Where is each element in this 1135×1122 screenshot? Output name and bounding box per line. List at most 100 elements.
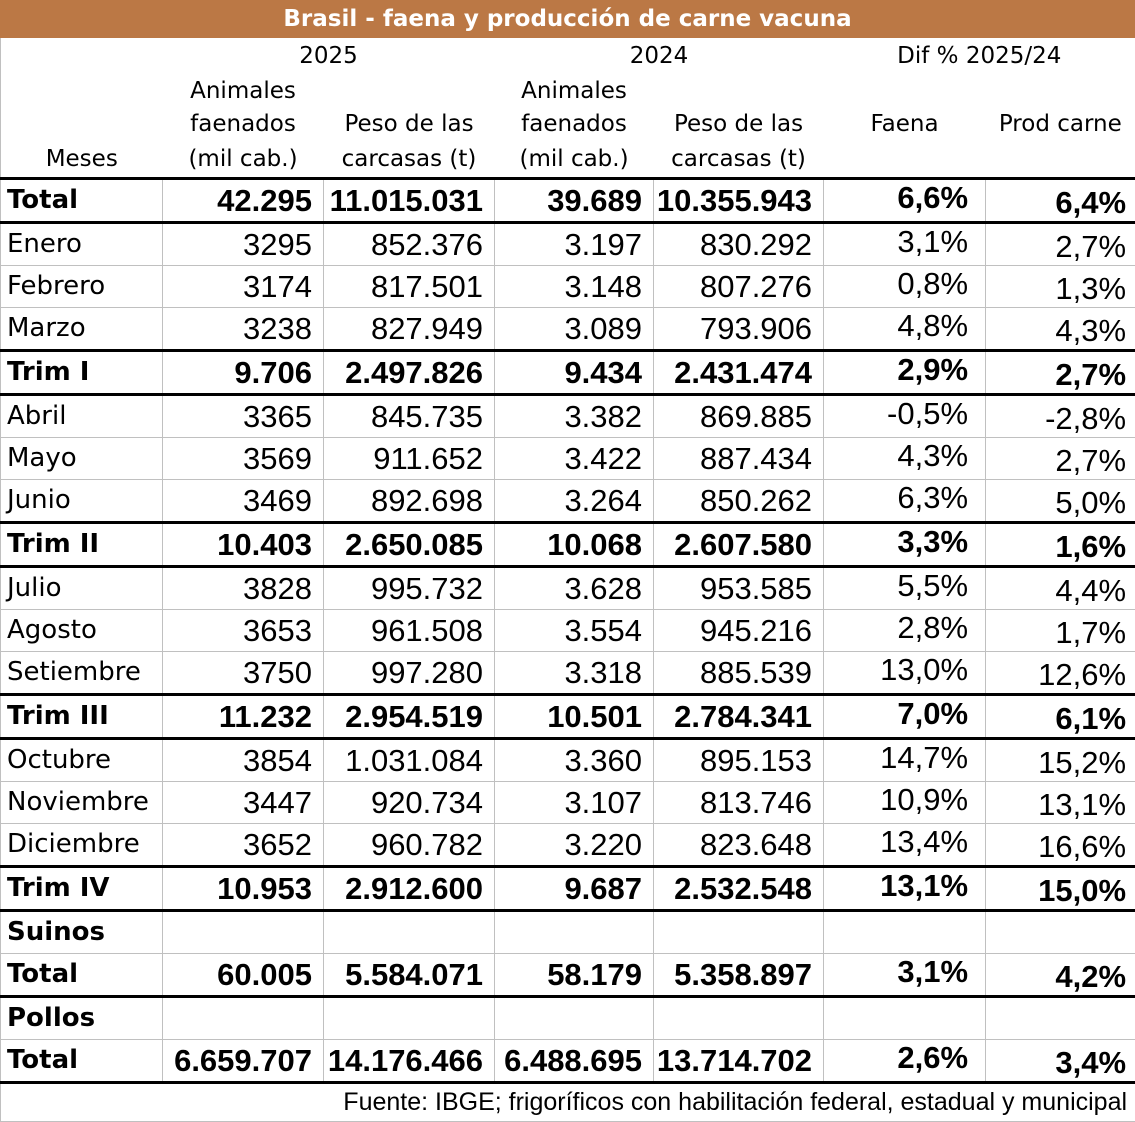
group-header-2025: 2025 — [163, 38, 495, 76]
cell-dif-faena: 13,1% — [824, 866, 986, 910]
cell-2025-animales: 3652 — [163, 823, 324, 866]
row-label-cell: Diciembre — [1, 823, 163, 866]
cell-2025-animales: 3750 — [163, 651, 324, 694]
cell-2024-peso: 2.431.474 — [654, 350, 824, 394]
cell-2025-animales: 3828 — [163, 566, 324, 609]
cell-2024-peso: 793.906 — [654, 307, 824, 350]
header-faenados-2024: faenados — [495, 108, 654, 142]
table-row: Febrero 3174 817.501 3.148 807.276 0,8% … — [1, 265, 1135, 307]
header-peso-2024: Peso de las — [654, 108, 824, 142]
cell-2025-peso: 852.376 — [324, 222, 495, 265]
row-label-cell: Trim I — [1, 350, 163, 394]
cell-dif-prod: 1,7% — [986, 609, 1135, 651]
cell-2024-peso: 13.714.702 — [654, 1039, 824, 1082]
cell-dif-faena: 2,6% — [824, 1039, 986, 1082]
table-row: Abril 3365 845.735 3.382 869.885 -0,5% -… — [1, 394, 1135, 437]
cell-2025-peso: 920.734 — [324, 781, 495, 823]
cell-2024-peso: 850.262 — [654, 479, 824, 522]
cell-dif-prod: 1,6% — [986, 522, 1135, 566]
cell-2025-animales: 3174 — [163, 265, 324, 307]
cell-2024-animales: 3.089 — [495, 307, 654, 350]
cell-2025-animales — [163, 996, 324, 1039]
table-row: Trim I 9.706 2.497.826 9.434 2.431.474 2… — [1, 350, 1135, 394]
cell-2024-peso: 823.648 — [654, 823, 824, 866]
row-label-cell: Trim III — [1, 694, 163, 738]
cell-2024-peso: 5.358.897 — [654, 953, 824, 996]
cell-dif-prod: 13,1% — [986, 781, 1135, 823]
row-label-cell: Abril — [1, 394, 163, 437]
cell-dif-faena: 13,0% — [824, 651, 986, 694]
table-row: Octubre 3854 1.031.084 3.360 895.153 14,… — [1, 738, 1135, 781]
row-label-cell: Febrero — [1, 265, 163, 307]
header-spacer — [324, 76, 495, 108]
table-row: Junio 3469 892.698 3.264 850.262 6,3% 5,… — [1, 479, 1135, 522]
row-label-cell: Noviembre — [1, 781, 163, 823]
table-row: Marzo 3238 827.949 3.089 793.906 4,8% 4,… — [1, 307, 1135, 350]
cell-2025-animales: 9.706 — [163, 350, 324, 394]
table-row: Suinos — [1, 910, 1135, 953]
header-faenados-2025: faenados — [163, 108, 324, 142]
cell-2025-animales: 42.295 — [163, 178, 324, 222]
cell-2024-animales: 3.148 — [495, 265, 654, 307]
row-label-cell: Enero — [1, 222, 163, 265]
cell-2024-animales: 58.179 — [495, 953, 654, 996]
cell-2024-peso — [654, 996, 824, 1039]
cell-dif-prod — [986, 910, 1135, 953]
cell-dif-prod: 1,3% — [986, 265, 1135, 307]
cell-dif-faena: 10,9% — [824, 781, 986, 823]
cell-dif-faena: 3,3% — [824, 522, 986, 566]
cell-2024-peso: 2.532.548 — [654, 866, 824, 910]
header-spacer — [824, 76, 986, 108]
subheader-row-2: faenados Peso de las faenados Peso de la… — [1, 108, 1135, 142]
cell-dif-faena: 3,1% — [824, 953, 986, 996]
cell-2024-peso: 813.746 — [654, 781, 824, 823]
header-spacer — [654, 76, 824, 108]
header-milcab-2024: (mil cab.) — [495, 142, 654, 178]
cell-2024-animales: 9.687 — [495, 866, 654, 910]
cell-2025-peso: 14.176.466 — [324, 1039, 495, 1082]
cell-dif-prod: 2,7% — [986, 437, 1135, 479]
cell-2025-peso: 997.280 — [324, 651, 495, 694]
table-footer: Fuente: IBGE; frigoríficos con habilitac… — [1, 1082, 1135, 1121]
cell-dif-prod: 5,0% — [986, 479, 1135, 522]
row-label-cell: Suinos — [1, 910, 163, 953]
cell-2025-peso: 892.698 — [324, 479, 495, 522]
report-title-bar: Brasil - faena y producción de carne vac… — [0, 0, 1135, 38]
cell-dif-prod: 4,3% — [986, 307, 1135, 350]
cell-2024-peso: 895.153 — [654, 738, 824, 781]
cell-dif-faena: 6,3% — [824, 479, 986, 522]
cell-dif-faena: 4,3% — [824, 437, 986, 479]
table-row: Total 42.295 11.015.031 39.689 10.355.94… — [1, 178, 1135, 222]
row-label-cell: Total — [1, 1039, 163, 1082]
cell-2025-peso — [324, 996, 495, 1039]
cell-2025-peso: 845.735 — [324, 394, 495, 437]
cell-2025-peso: 995.732 — [324, 566, 495, 609]
cell-2024-animales: 3.318 — [495, 651, 654, 694]
table-row: Total 60.005 5.584.071 58.179 5.358.897 … — [1, 953, 1135, 996]
header-spacer — [986, 76, 1135, 108]
cell-2025-peso: 2.497.826 — [324, 350, 495, 394]
row-label-cell: Julio — [1, 566, 163, 609]
cell-dif-faena: 3,1% — [824, 222, 986, 265]
cell-2025-peso: 960.782 — [324, 823, 495, 866]
cell-dif-prod: 15,2% — [986, 738, 1135, 781]
cell-2025-peso — [324, 910, 495, 953]
cell-2024-peso: 10.355.943 — [654, 178, 824, 222]
cell-dif-prod: 16,6% — [986, 823, 1135, 866]
cell-dif-prod: 4,4% — [986, 566, 1135, 609]
cell-2025-animales: 3365 — [163, 394, 324, 437]
cell-2024-animales: 3.220 — [495, 823, 654, 866]
row-label-cell: Pollos — [1, 996, 163, 1039]
cell-2024-animales: 3.554 — [495, 609, 654, 651]
cell-2025-animales: 3469 — [163, 479, 324, 522]
header-carcasas-2024: carcasas (t) — [654, 142, 824, 178]
cell-dif-prod: 15,0% — [986, 866, 1135, 910]
subheader-row-3: Meses (mil cab.) carcasas (t) (mil cab.)… — [1, 142, 1135, 178]
table-header: 2025 2024 Dif % 2025/24 Animales Animale… — [1, 38, 1135, 178]
source-note: Fuente: IBGE; frigoríficos con habilitac… — [1, 1082, 1135, 1121]
cell-dif-faena: 14,7% — [824, 738, 986, 781]
row-label-cell: Total — [1, 953, 163, 996]
cell-2025-animales: 60.005 — [163, 953, 324, 996]
header-carcasas-2025: carcasas (t) — [324, 142, 495, 178]
cell-2024-animales: 3.107 — [495, 781, 654, 823]
